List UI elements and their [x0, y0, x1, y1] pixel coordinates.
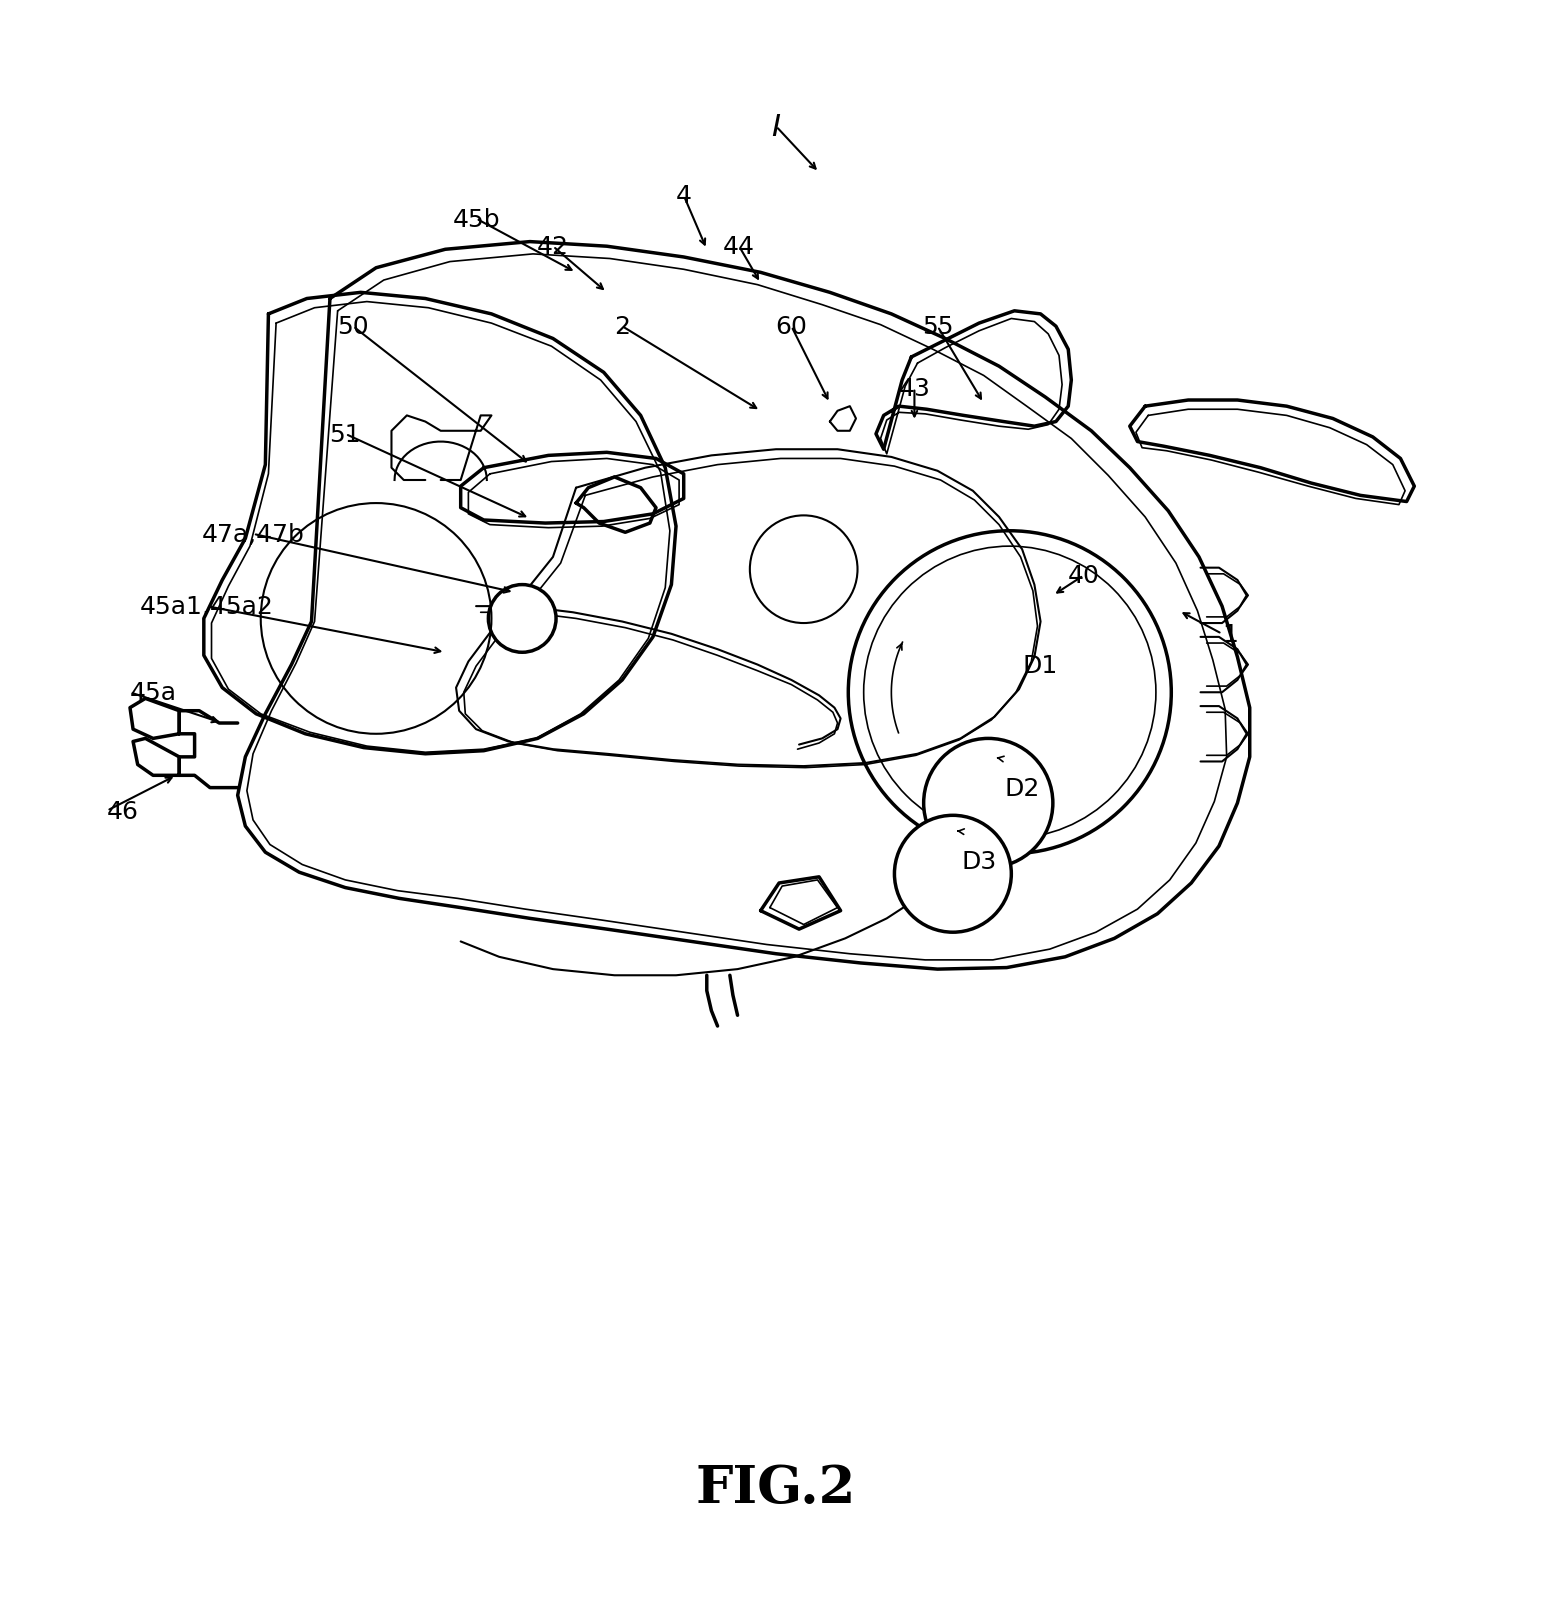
- Text: 42: 42: [537, 235, 570, 259]
- Text: 45a1,45a2: 45a1,45a2: [140, 595, 273, 619]
- Text: I: I: [771, 112, 781, 141]
- Text: 45a: 45a: [130, 681, 177, 705]
- Circle shape: [489, 585, 556, 652]
- Text: 4: 4: [675, 185, 692, 209]
- Text: D1: D1: [1023, 652, 1058, 677]
- Text: 47a,47b: 47a,47b: [202, 522, 304, 546]
- Text: 43: 43: [899, 376, 930, 400]
- Text: 46: 46: [107, 799, 140, 823]
- Text: 44: 44: [723, 235, 756, 259]
- Text: 50: 50: [337, 315, 369, 339]
- Text: D3: D3: [961, 850, 996, 874]
- Circle shape: [923, 739, 1052, 868]
- Text: 51: 51: [329, 423, 362, 447]
- Text: 2: 2: [615, 315, 630, 339]
- Circle shape: [894, 816, 1012, 932]
- Text: FIG.2: FIG.2: [695, 1462, 857, 1514]
- Text: 60: 60: [776, 315, 807, 339]
- Text: 40: 40: [1068, 564, 1099, 588]
- Text: 55: 55: [922, 315, 953, 339]
- Text: 45b: 45b: [452, 207, 500, 231]
- Text: D2: D2: [1004, 776, 1040, 800]
- Text: 1: 1: [1221, 622, 1238, 646]
